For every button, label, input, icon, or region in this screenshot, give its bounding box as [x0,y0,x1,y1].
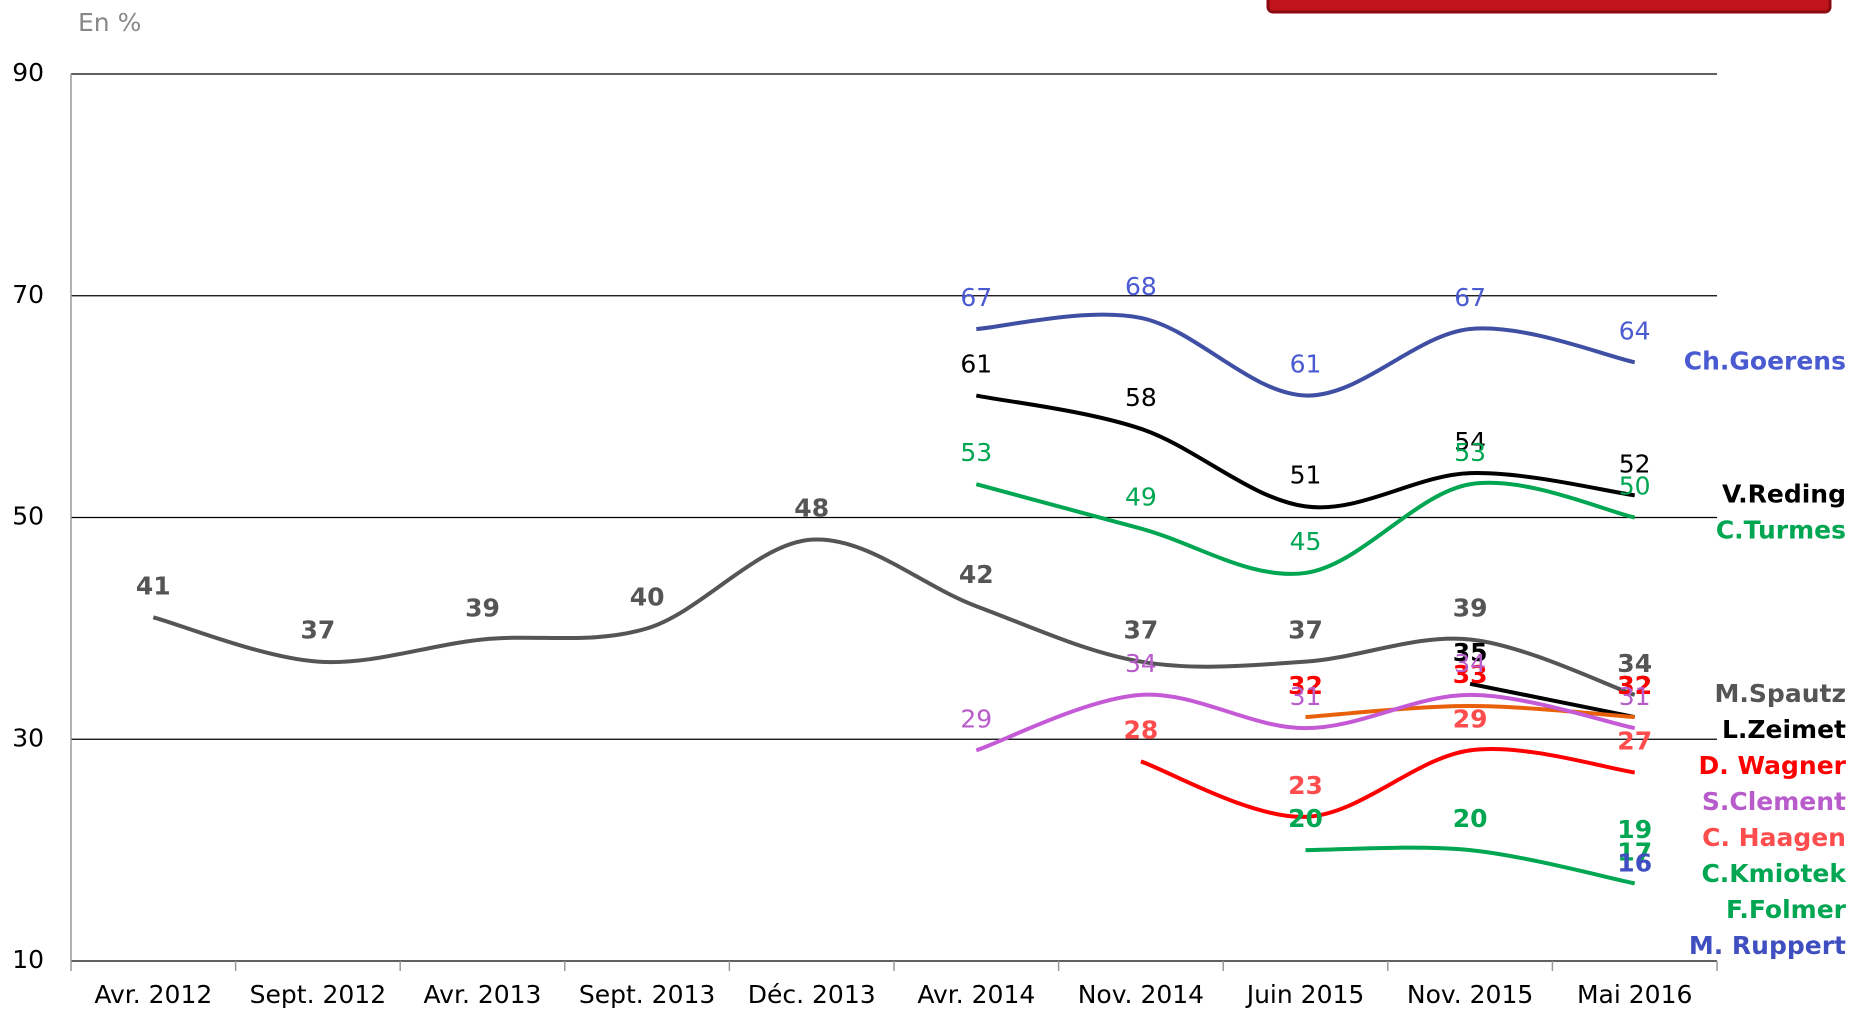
data-label: 67 [1454,283,1486,312]
data-label: 23 [1288,771,1323,800]
unit-label: En % [78,8,141,37]
data-label: 49 [1125,483,1157,512]
data-label: 39 [465,593,500,622]
data-label: 33 [1453,660,1488,689]
x-tick-label: Avr. 2012 [94,980,212,1009]
data-label: 61 [1290,350,1322,379]
header-box [1266,0,1832,14]
data-label: 39 [1453,593,1488,622]
data-label: 32 [1288,671,1323,700]
x-tick-label: Sept. 2012 [250,980,386,1009]
data-label: 20 [1453,804,1488,833]
data-label: 42 [959,560,994,589]
series-line [975,480,1636,576]
data-label: 31 [1290,682,1322,711]
legend-label: L.Zeimet [1722,715,1846,744]
data-label: 45 [1290,527,1322,556]
data-label: 61 [960,350,992,379]
data-label: 19 [1617,815,1652,844]
x-tick-label: Déc. 2013 [748,980,876,1009]
x-tick-label: Avr. 2014 [917,980,1035,1009]
data-label: 29 [1453,704,1488,733]
data-label: 35 [1453,638,1488,667]
legend-label: Ch.Goerens [1684,346,1846,375]
data-label: 37 [1124,616,1159,645]
series-line [1305,703,1635,720]
legend-label: D. Wagner [1699,751,1847,780]
y-tick-label: 70 [12,280,44,309]
legend-label: V.Reding [1722,479,1846,508]
data-label: 34 [1454,649,1486,678]
y-tick-label: 10 [12,945,44,974]
legend-label: S.Clement [1702,787,1846,816]
data-label: 48 [794,494,829,523]
y-tick-label: 30 [12,723,44,752]
data-label: 51 [1290,460,1322,489]
data-label: 52 [1619,449,1651,478]
data-label: 17 [1617,837,1652,866]
data-label: 32 [1617,671,1652,700]
data-label: 53 [1454,438,1486,467]
data-label: 34 [1125,649,1157,678]
legend-label: M. Ruppert [1689,931,1846,960]
y-tick-label: 90 [12,58,44,87]
data-label: 27 [1617,727,1652,756]
data-label: 31 [1619,682,1651,711]
data-label: 37 [301,616,336,645]
data-label: 54 [1454,427,1486,456]
series-line [152,537,1636,697]
series-line [976,312,1636,398]
data-label: 64 [1619,316,1651,345]
legend-label: C.Turmes [1716,515,1846,544]
legend-label: C. Haagen [1702,823,1846,852]
data-label: 37 [1288,616,1323,645]
x-tick-label: Juin 2015 [1245,980,1365,1009]
data-label: 28 [1124,715,1159,744]
series-line [1140,747,1635,819]
x-tick-label: Nov. 2014 [1078,980,1204,1009]
data-label: 40 [630,582,665,611]
series-line [975,393,1635,510]
data-label: 20 [1288,804,1323,833]
data-label: 67 [960,283,992,312]
data-label: 16 [1617,848,1652,877]
legend-label: C.Kmiotek [1701,859,1847,888]
series-line [1305,845,1636,886]
data-label: 34 [1617,649,1652,678]
series-line [975,692,1636,753]
data-label: 58 [1125,383,1157,412]
data-label: 29 [960,704,992,733]
legend-label: F.Folmer [1726,895,1847,924]
x-tick-label: Mai 2016 [1577,980,1692,1009]
data-label: 50 [1619,472,1651,501]
data-label: 68 [1125,272,1157,301]
x-tick-label: Sept. 2013 [579,980,715,1009]
legend-label: M.Spautz [1715,679,1846,708]
x-tick-label: Nov. 2015 [1407,980,1533,1009]
x-tick-label: Avr. 2013 [424,980,542,1009]
y-tick-label: 50 [12,502,44,531]
data-label: 32 [1617,671,1652,700]
data-label: 53 [960,438,992,467]
data-label: 41 [136,571,171,600]
